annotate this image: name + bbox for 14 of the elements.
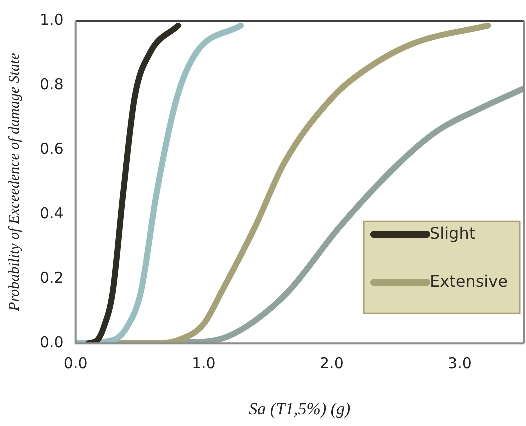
- legend-label: Extensive: [430, 272, 508, 291]
- y-tick-label: 0.2: [40, 268, 64, 287]
- x-tick-label: 0.0: [64, 354, 88, 372]
- y-axis-title: Probability of Exceedence of damage State: [6, 52, 23, 312]
- y-tick-label: 0.4: [40, 204, 64, 222]
- y-tick-label: 0.0: [40, 333, 64, 352]
- x-tick-label: 3.0: [448, 354, 472, 372]
- y-tick-label: 1.0: [40, 10, 64, 29]
- legend-label: Slight: [430, 224, 476, 243]
- x-axis-title: Sa (T1,5%) (g): [249, 399, 352, 418]
- x-tick-label: 1.0: [192, 354, 216, 372]
- y-tick-label: 0.8: [40, 75, 64, 94]
- x-tick-label: 2.0: [320, 354, 344, 372]
- y-tick-label: 0.6: [40, 140, 64, 158]
